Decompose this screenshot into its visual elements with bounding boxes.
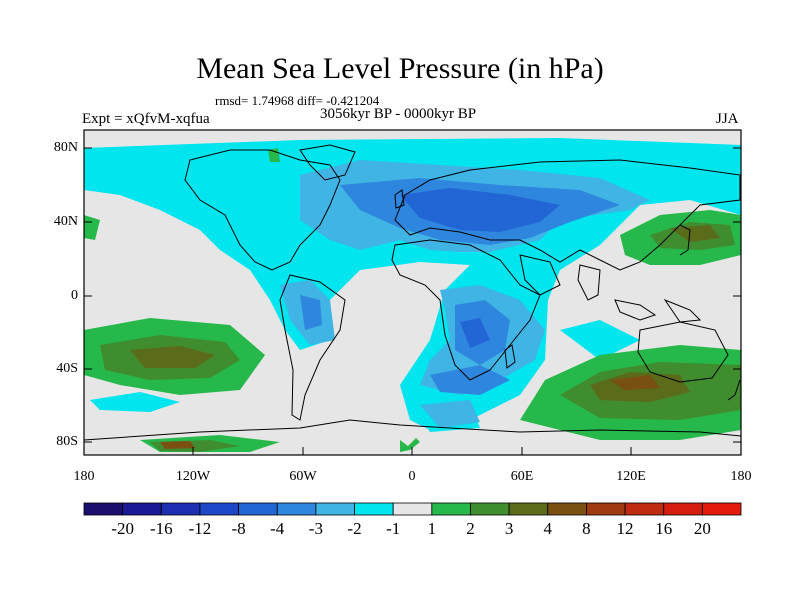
colorbar-swatch	[392, 502, 433, 516]
lon-label: 60W	[289, 469, 317, 484]
colorbar-swatch	[199, 502, 239, 516]
colorbar-swatch	[238, 502, 278, 516]
lat-label: 80N	[53, 140, 78, 155]
colorbar-label: 4	[543, 519, 553, 538]
colorbar-label: 8	[582, 519, 591, 538]
coastlines	[83, 144, 742, 441]
lon-label: 180	[730, 469, 752, 484]
colorbar-swatch	[160, 502, 201, 516]
colorbar-label: -3	[308, 519, 323, 538]
season-label: JJA	[716, 111, 739, 127]
period-label: 3056kyr BP - 0000kyr BP	[320, 106, 477, 122]
colorbar-label: 16	[655, 519, 673, 538]
experiment-label: Expt = xQfvM-xqfua	[82, 111, 210, 127]
lon-label: 120E	[616, 469, 646, 484]
colorbar-label: -1	[386, 519, 401, 538]
colorbar-swatch	[586, 502, 626, 516]
lon-label: 60E	[510, 469, 534, 484]
colorbar-swatch	[276, 502, 317, 516]
lat-label: 40N	[53, 214, 78, 229]
colorbar-swatch	[122, 502, 162, 516]
colorbar-label: 20	[693, 519, 711, 538]
colorbar-swatch	[83, 502, 124, 516]
lat-label: 40S	[56, 361, 78, 376]
colorbar-swatch	[315, 502, 355, 516]
lon-label: 180	[73, 469, 95, 484]
colorbar-label: 12	[616, 519, 634, 538]
colorbar-label: -20	[111, 519, 134, 538]
lat-label: 80S	[56, 434, 78, 449]
colorbar-label: -8	[231, 519, 246, 538]
page-title: Mean Sea Level Pressure (in hPa)	[196, 52, 604, 85]
colorbar	[83, 502, 742, 516]
map-panel	[83, 129, 742, 456]
colorbar-swatch	[701, 502, 742, 516]
lon-label: 120W	[175, 469, 211, 484]
colorbar-label: 1	[427, 519, 437, 538]
colorbar-label: -16	[149, 519, 173, 538]
colorbar-label: 2	[466, 519, 475, 538]
lat-label: 0	[71, 288, 78, 303]
colorbar-label: 3	[504, 519, 514, 538]
stats-line: rmsd= 1.74968 diff= -0.421204	[215, 93, 380, 108]
colorbar-swatch	[663, 502, 703, 516]
lon-label: 0	[408, 469, 416, 484]
contour-minus4	[400, 188, 560, 348]
map-ticks	[84, 147, 741, 455]
colorbar-swatch	[508, 502, 549, 516]
colorbar-swatch	[624, 502, 665, 516]
colorbar-swatch	[547, 502, 587, 516]
colorbar-swatch	[431, 502, 471, 516]
colorbar-swatch	[470, 502, 510, 516]
colorbar-label: -2	[347, 519, 362, 538]
contour-plus4	[160, 375, 660, 449]
colorbar-label: -12	[188, 519, 212, 538]
colorbar-label: -4	[270, 519, 285, 538]
colorbar-swatch	[354, 502, 394, 516]
